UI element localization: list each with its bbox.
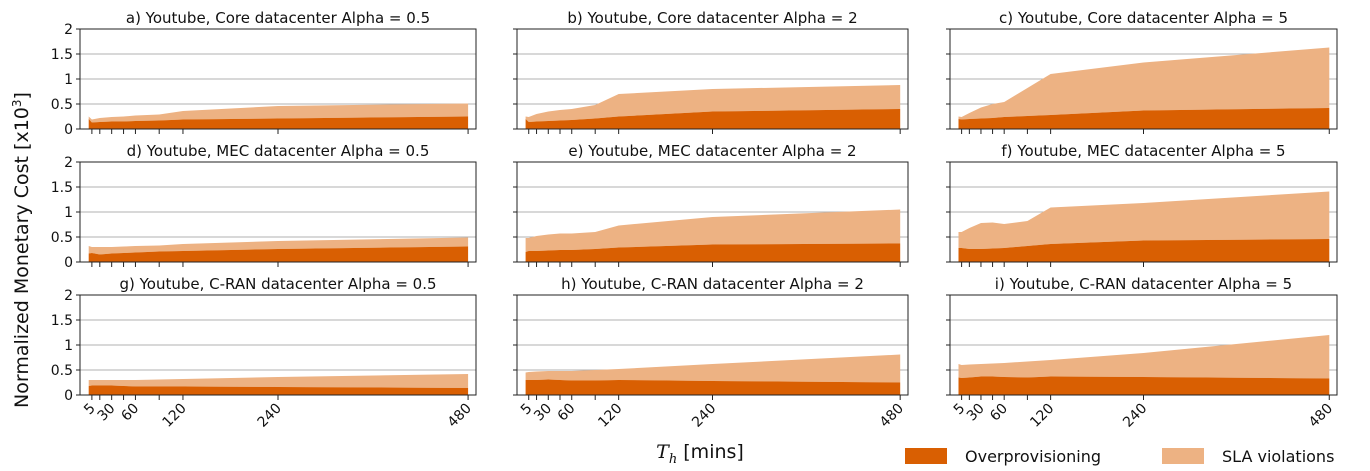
x-tick-label: 480 [877, 401, 907, 431]
x-tick-label: 240 [689, 401, 719, 431]
legend-swatch-sla-violations [1162, 448, 1204, 464]
x-tick-label: 480 [445, 401, 475, 431]
area-overprovisioning [525, 379, 901, 395]
x-tick-label: 60 [987, 401, 1011, 425]
x-axis-label-unit: [mins] [677, 441, 744, 463]
y-tick-label: 0 [64, 255, 73, 271]
area-overprovisioning [88, 246, 469, 262]
panel-e: e) Youtube, MEC datacenter Alpha = 2 [513, 142, 909, 267]
legend: Overprovisioning SLA violations [905, 447, 1334, 466]
x-axis-label-sub: h [669, 452, 677, 467]
panel-title: a) Youtube, Core datacenter Alpha = 0.5 [126, 9, 430, 27]
area-overprovisioning [525, 243, 901, 262]
area-overprovisioning [88, 385, 469, 395]
area-sla-violations [958, 191, 1330, 249]
area-sla-violations [525, 209, 901, 252]
area-overprovisioning [88, 116, 469, 129]
area-sla-violations [88, 103, 469, 123]
x-tick-label: 30 [964, 401, 988, 425]
area-sla-violations [958, 335, 1330, 379]
y-tick-label: 2 [64, 288, 73, 304]
panel-i: i) Youtube, C-RAN datacenter Alpha = 553… [946, 275, 1338, 431]
area-sla-violations [958, 47, 1330, 120]
y-tick-label: 1.5 [51, 180, 73, 196]
y-tick-label: 2 [64, 155, 73, 171]
y-tick-label: 0 [64, 388, 73, 404]
panel-title: b) Youtube, Core datacenter Alpha = 2 [567, 9, 857, 27]
x-tick-label: 480 [1306, 401, 1336, 431]
x-tick-label: 120 [1027, 401, 1057, 431]
x-tick-label: 120 [595, 401, 625, 431]
panel-c: c) Youtube, Core datacenter Alpha = 5 [946, 9, 1338, 134]
area-overprovisioning [958, 239, 1330, 262]
y-tick-label: 1.5 [51, 47, 73, 63]
panel-title: h) Youtube, C-RAN datacenter Alpha = 2 [561, 275, 864, 293]
y-tick-label: 0 [64, 122, 73, 138]
panel-title: c) Youtube, Core datacenter Alpha = 5 [999, 9, 1288, 27]
y-axis-label: Normalized Monetary Cost [x103] [10, 92, 33, 408]
panel-g: g) Youtube, C-RAN datacenter Alpha = 0.5… [51, 275, 477, 431]
panels: a) Youtube, Core datacenter Alpha = 0.5 0… [51, 9, 1338, 431]
panel-f: f) Youtube, MEC datacenter Alpha = 5 [946, 142, 1338, 267]
panel-d: d) Youtube, MEC datacenter Alpha = 0.5 0 0… [51, 142, 477, 271]
panel-a: a) Youtube, Core datacenter Alpha = 0.5 0… [51, 9, 477, 138]
x-tick-label: 60 [555, 401, 579, 425]
panel-title: d) Youtube, MEC datacenter Alpha = 0.5 [127, 142, 430, 160]
legend-label-overprovisioning: Overprovisioning [965, 447, 1101, 466]
x-tick-label: 60 [118, 401, 142, 425]
y-tick-label: 0.5 [51, 363, 73, 379]
x-axis-label: Th [mins] [656, 441, 744, 467]
area-overprovisioning [958, 376, 1330, 395]
area-overprovisioning [525, 109, 901, 129]
y-tick-label: 0.5 [51, 97, 73, 113]
y-tick-label: 1.5 [51, 313, 73, 329]
area-sla-violations [88, 374, 469, 388]
y-tick-label: 1 [64, 338, 73, 354]
area-sla-violations [525, 85, 901, 122]
panel-title: g) Youtube, C-RAN datacenter Alpha = 0.5 [119, 275, 436, 293]
y-tick-label: 1 [64, 72, 73, 88]
panel-b: b) Youtube, Core datacenter Alpha = 2 [513, 9, 909, 134]
panel-title: f) Youtube, MEC datacenter Alpha = 5 [1001, 142, 1285, 160]
x-axis-label-var: T [656, 441, 670, 463]
y-axis-label-end: ] [11, 92, 33, 99]
x-tick-label: 30 [95, 401, 119, 425]
area-sla-violations [88, 237, 469, 255]
y-axis-label-main: Normalized Monetary Cost [x10 [11, 107, 33, 408]
x-tick-label: 240 [255, 401, 285, 431]
y-tick-label: 0.5 [51, 230, 73, 246]
area-overprovisioning [958, 108, 1330, 129]
area-sla-violations [525, 354, 901, 383]
panel-title: i) Youtube, C-RAN datacenter Alpha = 5 [995, 275, 1292, 293]
x-tick-label: 30 [531, 401, 555, 425]
y-tick-label: 2 [64, 22, 73, 38]
x-tick-label: 120 [160, 401, 190, 431]
y-tick-label: 1 [64, 205, 73, 221]
legend-label-sla-violations: SLA violations [1222, 447, 1334, 466]
y-axis-label-sup: 3 [10, 99, 24, 107]
panel-h: h) Youtube, C-RAN datacenter Alpha = 253… [513, 275, 909, 431]
panel-title: e) Youtube, MEC datacenter Alpha = 2 [568, 142, 856, 160]
x-tick-label: 240 [1120, 401, 1150, 431]
legend-swatch-overprovisioning [905, 448, 947, 464]
